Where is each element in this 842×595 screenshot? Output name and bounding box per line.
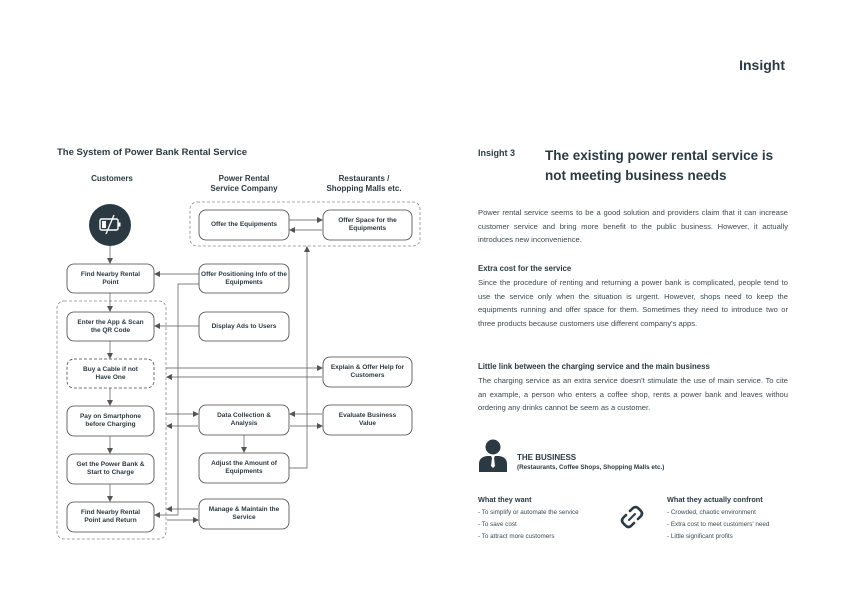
wants-heading: What they want xyxy=(478,495,532,504)
list-item: - Little significant profits xyxy=(667,533,733,540)
node-buy-cable: Buy a Cable if not Have One xyxy=(83,365,138,381)
node-display-ads: Display Ads to Users xyxy=(211,322,277,330)
node-evaluate: Evaluate Business Value xyxy=(338,412,397,427)
node-get-power-bank: Get the Power Bank & Start to Charge xyxy=(76,461,145,476)
node-box-manage xyxy=(198,498,290,530)
column-header-customers: Customers xyxy=(91,174,133,183)
node-enter-app: Enter the App & Scan the QR Code xyxy=(77,318,144,334)
list-item: - To save cost xyxy=(478,521,517,528)
node-offer-equipments: Offer the Equipments xyxy=(210,221,278,228)
battery-low-icon xyxy=(89,204,131,246)
list-item: - To attract more customers xyxy=(478,533,555,540)
broken-link-icon xyxy=(620,505,644,529)
node-explain-offer: Explain & Offer Help for Customers xyxy=(330,364,405,379)
node-find-nearby: Find Nearby Rental Point xyxy=(80,270,141,286)
section-heading-little-link: Little link between the charging service… xyxy=(478,362,710,371)
insight-label: Insight 3 xyxy=(478,148,516,158)
node-box-buy-cable xyxy=(66,358,155,389)
list-item: - Extra cost to meet customers' need xyxy=(667,521,770,528)
list-item: - To simplify or automate the service xyxy=(478,509,579,516)
business-subtitle: (Restaurants, Coffee Shops, Shopping Mal… xyxy=(517,464,665,471)
insight-intro: Power rental service seems to be a good … xyxy=(478,208,788,245)
group-customer-process xyxy=(56,300,167,540)
node-box-explain-offer xyxy=(322,356,413,388)
node-box-offer-space xyxy=(322,209,413,241)
node-box-display-ads xyxy=(198,311,290,342)
business-title: THE BUSINESS xyxy=(517,453,577,462)
page-header: Insight xyxy=(739,57,785,73)
wants-list: - To simplify or automate the service - … xyxy=(478,507,579,543)
person-icon xyxy=(479,439,507,472)
node-pay: Pay on Smartphone before Charging xyxy=(79,413,142,428)
section-body-extra-cost: Since the procedure of renting and retur… xyxy=(478,278,788,328)
list-item: - Crowded, chaotic environment xyxy=(667,509,756,516)
insight-title: The existing power rental service is not… xyxy=(545,148,774,183)
node-box-find-nearby xyxy=(66,263,155,294)
node-adjust-amount: Adjust the Amount of Equipments xyxy=(211,460,277,475)
node-box-offer-equipments xyxy=(198,209,290,241)
section-body-little-link: The charging service as an extra service… xyxy=(478,376,788,413)
confront-list: - Crowded, chaotic environment - Extra c… xyxy=(667,507,769,543)
node-box-offer-positioning xyxy=(198,263,290,294)
node-box-get-power-bank xyxy=(66,453,155,485)
column-header-restaurants: Restaurants / Shopping Malls etc. xyxy=(326,174,402,193)
node-data-collection: Data Collection & Analysis xyxy=(217,412,271,427)
node-box-evaluate xyxy=(322,404,413,436)
node-manage: Manage & Maintain the Service xyxy=(208,506,280,521)
node-box-pay xyxy=(66,405,155,437)
section-heading-extra-cost: Extra cost for the service xyxy=(478,264,572,273)
node-return: Find Nearby Rental Point and Return xyxy=(80,509,141,524)
node-offer-positioning: Offer Positioning Info of the Equipments xyxy=(201,270,287,286)
confront-heading: What they actually confront xyxy=(667,495,763,504)
column-header-company: Power Rental Service Company xyxy=(210,174,278,193)
node-offer-space: Offer Space for the Equipments xyxy=(338,217,397,232)
diagram-title: The System of Power Bank Rental Service xyxy=(57,147,248,158)
